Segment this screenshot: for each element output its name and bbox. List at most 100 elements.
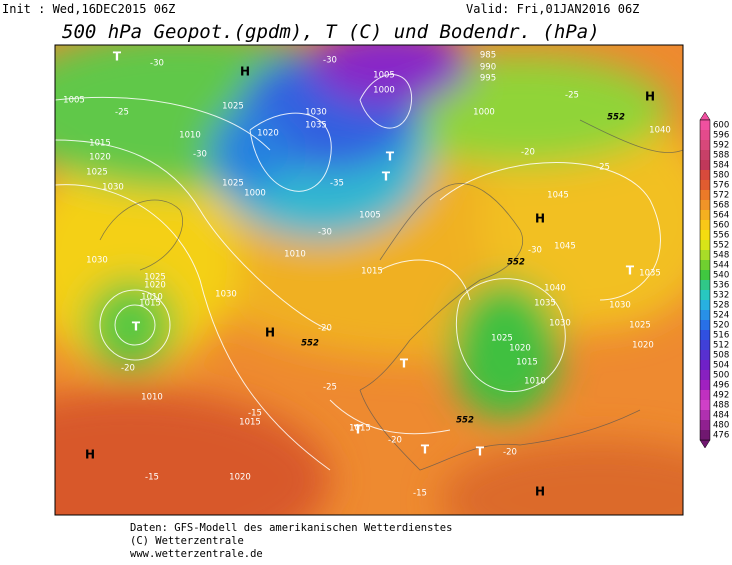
temperature-label: -20 <box>388 436 402 446</box>
isobar-label: 1025 <box>86 168 108 178</box>
isobar-label: 1035 <box>534 299 556 309</box>
colorbar-cell <box>700 340 710 350</box>
colorbar-cell <box>700 310 710 320</box>
colorbar-label: 508 <box>713 351 729 361</box>
colorbar-label: 552 <box>713 241 729 251</box>
colorbar-bottom-arrow <box>699 439 711 449</box>
isobar-label: 1025 <box>491 334 513 344</box>
colorbar-cell <box>700 210 710 220</box>
map-frame <box>54 44 684 516</box>
colorbar-cell <box>700 240 710 250</box>
temperature-label: -25 <box>323 383 337 393</box>
colorbar-label: 544 <box>713 261 729 271</box>
colorbar-cell <box>700 160 710 170</box>
colorbar-label: 596 <box>713 131 729 141</box>
isobars <box>55 74 661 471</box>
low-marker: T <box>400 357 409 371</box>
colorbar-cell <box>700 190 710 200</box>
colorbar-label: 524 <box>713 311 729 321</box>
geopotential-label: 552 <box>456 416 474 426</box>
isobar-label: 995 <box>480 74 496 84</box>
temperature-label: -20 <box>121 364 135 374</box>
isobar-label: 1010 <box>284 250 306 260</box>
colorbar-label: 536 <box>713 281 729 291</box>
high-marker: H <box>535 212 545 226</box>
colorbar-label: 588 <box>713 151 729 161</box>
colorbar-label: 520 <box>713 321 729 331</box>
map-area: THHHHHHTTTTTTTT1005101010151020102510301… <box>55 45 683 515</box>
high-marker: H <box>265 326 275 340</box>
colorbar-label: 600 <box>713 121 729 131</box>
low-marker: T <box>386 150 395 164</box>
temperature-label: -25 <box>596 163 610 173</box>
colorbar-label: 484 <box>713 411 729 421</box>
low-marker: T <box>113 50 122 64</box>
geopotential-label: 552 <box>507 258 525 268</box>
colorbar-label: 584 <box>713 161 729 171</box>
temperature-label: -15 <box>413 489 427 499</box>
temperature-label: -15 <box>248 409 262 419</box>
high-marker: H <box>645 90 655 104</box>
low-marker: T <box>382 170 391 184</box>
isobar-label: 1030 <box>86 256 108 266</box>
isobar-label: 1025 <box>222 179 244 189</box>
isobar-label: 1020 <box>144 281 166 291</box>
isobar-label: 1010 <box>179 131 201 141</box>
isobar-label: 1005 <box>63 96 85 106</box>
colorbar-cell <box>700 200 710 210</box>
isobar-label: 1015 <box>139 299 161 309</box>
colorbar-cell <box>700 330 710 340</box>
isobar-label: 1045 <box>547 191 569 201</box>
colorbar-label: 540 <box>713 271 729 281</box>
colorbar-label: 572 <box>713 191 729 201</box>
colorbar-cell <box>700 410 710 420</box>
colorbar-cell <box>700 270 710 280</box>
temperature-label: -20 <box>503 448 517 458</box>
isobar-label: 1015 <box>516 358 538 368</box>
init-time: Init : Wed,16DEC2015 06Z <box>2 2 175 16</box>
low-marker: T <box>476 445 485 459</box>
colorbar-cell <box>700 170 710 180</box>
colorbar-label: 516 <box>713 331 729 341</box>
temperature-label: -30 <box>150 59 164 69</box>
colorbar-cell <box>700 290 710 300</box>
geopotential-label: 552 <box>607 113 625 123</box>
isobar-label: 1030 <box>549 319 571 329</box>
isobar-label: 985 <box>480 51 496 61</box>
colorbar-label: 568 <box>713 201 729 211</box>
isobar-label: 1025 <box>629 321 651 331</box>
isobar-label: 1035 <box>305 121 327 131</box>
colorbar-cell <box>700 420 710 430</box>
colorbar-cell <box>700 220 710 230</box>
low-marker: T <box>132 320 141 334</box>
isobar-label: 1000 <box>244 189 266 199</box>
isobar-label: 1030 <box>305 108 327 118</box>
isobar-label: 1035 <box>639 269 661 279</box>
temperature-label: -25 <box>565 91 579 101</box>
temperature-label: -25 <box>115 108 129 118</box>
isobar-label: 1040 <box>649 126 671 136</box>
colorbar-cell <box>700 280 710 290</box>
isobar-label: 1020 <box>632 341 654 351</box>
geopotential-label: 552 <box>301 339 319 349</box>
colorbar-label: 556 <box>713 231 729 241</box>
colorbar-label: 548 <box>713 251 729 261</box>
colorbar-label: 564 <box>713 211 729 221</box>
isobar-label: 1000 <box>473 108 495 118</box>
colorbar-label: 580 <box>713 171 729 181</box>
temperature-label: -30 <box>528 246 542 256</box>
colorbar-label: 560 <box>713 221 729 231</box>
high-marker: H <box>240 65 250 79</box>
isobar-label: 1000 <box>373 86 395 96</box>
isobar-label: 1010 <box>141 393 163 403</box>
colorbar-label: 496 <box>713 381 729 391</box>
coastlines <box>99 119 683 471</box>
footer-source: Daten: GFS-Modell des amerikanischen Wet… <box>130 522 452 534</box>
colorbar: 6005965925885845805765725685645605565525… <box>699 111 729 449</box>
colorbar-label: 532 <box>713 291 729 301</box>
high-marker: H <box>85 448 95 462</box>
colorbar-cell <box>700 350 710 360</box>
isobar-label: 1015 <box>239 418 261 428</box>
colorbar-label: 576 <box>713 181 729 191</box>
